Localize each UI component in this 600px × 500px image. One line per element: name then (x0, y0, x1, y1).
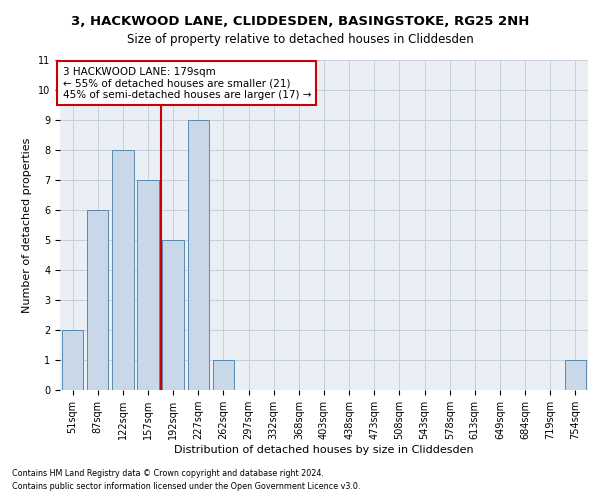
Text: 3, HACKWOOD LANE, CLIDDESDEN, BASINGSTOKE, RG25 2NH: 3, HACKWOOD LANE, CLIDDESDEN, BASINGSTOK… (71, 15, 529, 28)
Text: 3 HACKWOOD LANE: 179sqm
← 55% of detached houses are smaller (21)
45% of semi-de: 3 HACKWOOD LANE: 179sqm ← 55% of detache… (62, 66, 311, 100)
Bar (137, 180, 158, 390)
Bar (62, 330, 83, 390)
Bar (163, 240, 184, 390)
Bar (565, 360, 586, 390)
X-axis label: Distribution of detached houses by size in Cliddesden: Distribution of detached houses by size … (174, 445, 474, 455)
Y-axis label: Number of detached properties: Number of detached properties (22, 138, 32, 312)
Bar (188, 120, 209, 390)
Bar (87, 210, 109, 390)
Bar (213, 360, 234, 390)
Text: Contains HM Land Registry data © Crown copyright and database right 2024.: Contains HM Land Registry data © Crown c… (12, 468, 324, 477)
Text: Size of property relative to detached houses in Cliddesden: Size of property relative to detached ho… (127, 32, 473, 46)
Bar (112, 150, 134, 390)
Text: Contains public sector information licensed under the Open Government Licence v3: Contains public sector information licen… (12, 482, 361, 491)
